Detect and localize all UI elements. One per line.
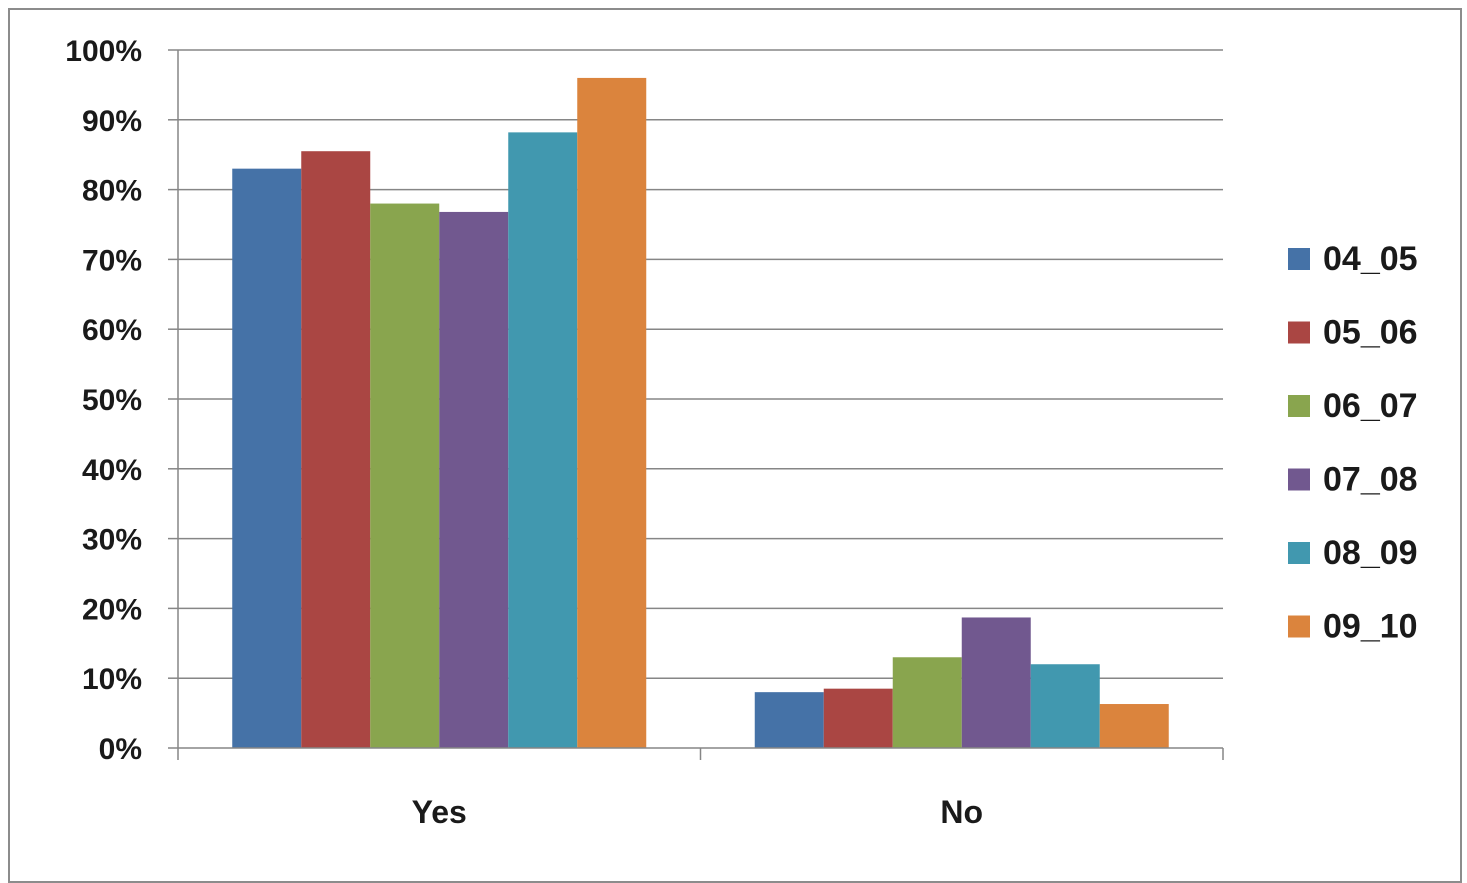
legend-swatch-08_09 <box>1288 542 1310 564</box>
y-tick-label: 50% <box>82 384 142 417</box>
y-tick-label: 30% <box>82 524 142 557</box>
y-tick-label: 70% <box>82 244 142 277</box>
legend-swatch-07_08 <box>1288 468 1310 491</box>
legend-swatch-06_07 <box>1288 395 1310 417</box>
bar-05_06-yes <box>301 151 371 748</box>
y-tick-label: 80% <box>82 175 142 208</box>
bar-05_06-no <box>823 688 893 748</box>
bar-07_08-no <box>961 617 1031 748</box>
legend-label-05_06: 05_06 <box>1323 314 1418 352</box>
y-tick-label: 90% <box>82 105 142 138</box>
y-tick-label: 10% <box>82 663 142 696</box>
bar-04_05-yes <box>232 168 302 748</box>
legend-swatch-05_06 <box>1288 321 1310 344</box>
legend-label-08_09: 08_09 <box>1323 534 1418 572</box>
bar-04_05-no <box>754 692 824 748</box>
bars <box>232 77 1169 749</box>
y-tick-label: 100% <box>65 35 142 68</box>
legend-swatch-04_05 <box>1288 248 1310 270</box>
legend-label-04_05: 04_05 <box>1323 240 1418 278</box>
y-tick-label: 20% <box>82 593 142 626</box>
x-category-label: No <box>940 794 983 830</box>
y-tick-label: 40% <box>82 454 142 487</box>
y-tick-label: 60% <box>82 314 142 347</box>
bar-06_07-no <box>892 657 962 748</box>
legend: 04_05 05_06 06_07 07_08 08_09 09_10 <box>1288 240 1418 646</box>
bar-08_09-no <box>1030 664 1100 748</box>
bar-09_10-no <box>1099 704 1169 748</box>
bar-08_09-yes <box>508 132 578 748</box>
bar-06_07-yes <box>370 203 440 748</box>
bar-07_08-yes <box>439 211 509 748</box>
bar-09_10-yes <box>577 77 647 749</box>
legend-swatch-09_10 <box>1288 615 1310 638</box>
legend-label-07_08: 07_08 <box>1323 461 1418 499</box>
y-axis-tick-labels: 0% 10% 20% 30% 40% 50% 60% 70% 80% 90% 100% <box>65 35 142 766</box>
axes <box>168 49 1224 760</box>
y-tick-label: 0% <box>99 733 142 766</box>
legend-label-06_07: 06_07 <box>1323 387 1418 425</box>
x-axis-category-labels: Yes No <box>412 794 983 830</box>
x-category-label: Yes <box>412 794 467 830</box>
legend-label-09_10: 09_10 <box>1323 608 1418 646</box>
